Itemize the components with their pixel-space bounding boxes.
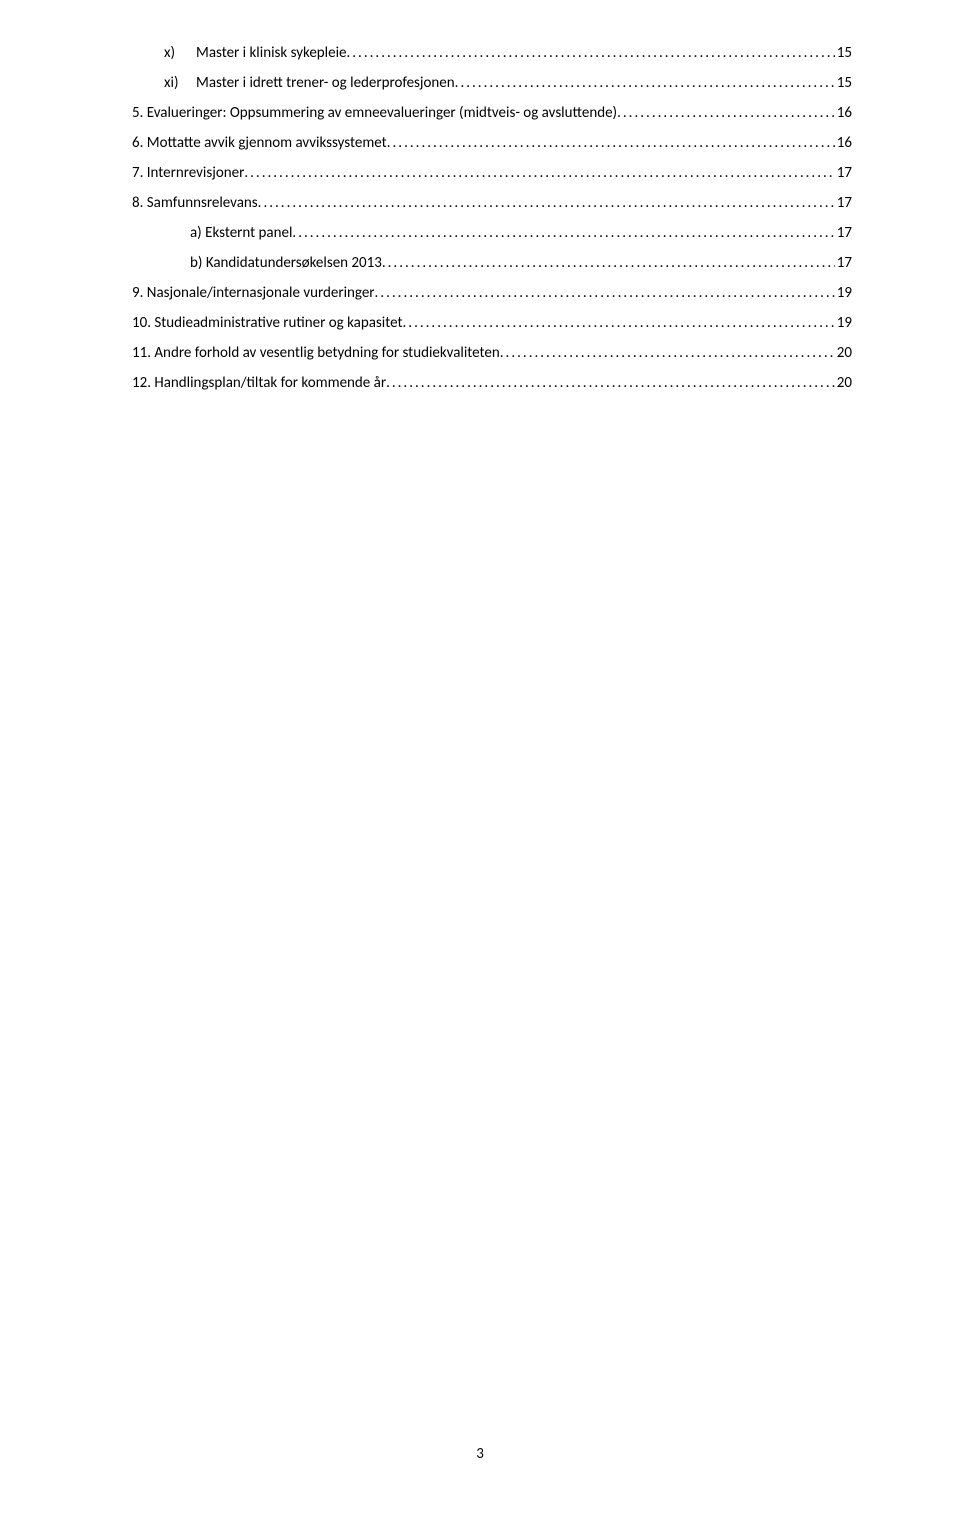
toc-leader-dots	[403, 308, 835, 338]
toc-entry-page: 15	[835, 38, 852, 68]
toc-entry-text: 6. Mottatte avvik gjennom avvikssystemet	[132, 128, 387, 158]
toc-entry: 11. Andre forhold av vesentlig betydning…	[132, 338, 852, 368]
toc-entry: b) Kandidatundersøkelsen 2013 17	[190, 248, 852, 278]
toc-entry-text: 12. Handlingsplan/tiltak for kommende år	[132, 368, 386, 398]
toc-entry: 8. Samfunnsrelevans 17	[132, 188, 852, 218]
toc-entry-text: 10. Studieadministrative rutiner og kapa…	[132, 308, 403, 338]
toc-entry-text: 5. Evalueringer: Oppsummering av emneeva…	[132, 98, 617, 128]
toc-entry-page: 20	[835, 338, 852, 368]
toc-entry-text: Master i klinisk sykepleie	[196, 38, 346, 68]
toc-entry-page: 15	[835, 68, 852, 98]
toc-leader-dots	[375, 278, 835, 308]
toc-entry: 12. Handlingsplan/tiltak for kommende år…	[132, 368, 852, 398]
toc-leader-dots	[382, 248, 835, 278]
toc-entry: xi)Master i idrett trener- og lederprofe…	[164, 68, 852, 98]
toc-entry-page: 16	[835, 98, 852, 128]
toc-leader-dots	[258, 188, 835, 218]
document-page: x)Master i klinisk sykepleie15xi)Master …	[0, 0, 960, 398]
toc-entry-page: 17	[835, 218, 852, 248]
toc-entry-page: 20	[835, 368, 852, 398]
toc-leader-dots	[387, 128, 835, 158]
toc-entry: a) Eksternt panel 17	[190, 218, 852, 248]
toc-entry: 10. Studieadministrative rutiner og kapa…	[132, 308, 852, 338]
toc-leader-dots	[617, 98, 835, 128]
toc-leader-dots	[292, 218, 834, 248]
toc-entry-text: Master i idrett trener- og lederprofesjo…	[196, 68, 455, 98]
toc-entry-label: xi)	[164, 68, 196, 98]
toc-entry-page: 19	[835, 308, 852, 338]
toc-entry-text: 7. Internrevisjoner	[132, 158, 244, 188]
toc-entry-page: 16	[835, 128, 852, 158]
toc-leader-dots	[386, 368, 835, 398]
toc-entry-page: 17	[835, 158, 852, 188]
toc-entry: 9. Nasjonale/internasjonale vurderinger 1…	[132, 278, 852, 308]
table-of-contents: x)Master i klinisk sykepleie15xi)Master …	[132, 38, 852, 398]
toc-entry: 5. Evalueringer: Oppsummering av emneeva…	[132, 98, 852, 128]
toc-entry: x)Master i klinisk sykepleie 15	[164, 38, 852, 68]
toc-entry: 6. Mottatte avvik gjennom avvikssystemet…	[132, 128, 852, 158]
toc-leader-dots	[346, 38, 834, 68]
toc-entry: 7. Internrevisjoner 17	[132, 158, 852, 188]
toc-entry-text: 11. Andre forhold av vesentlig betydning…	[132, 338, 500, 368]
footer-page-number: 3	[0, 1445, 960, 1463]
toc-leader-dots	[500, 338, 835, 368]
toc-entry-label: x)	[164, 38, 196, 68]
toc-leader-dots	[244, 158, 834, 188]
toc-entry-page: 17	[835, 248, 852, 278]
toc-entry-text: 8. Samfunnsrelevans	[132, 188, 258, 218]
toc-entry-text: b) Kandidatundersøkelsen 2013	[190, 248, 382, 278]
toc-entry-page: 17	[835, 188, 852, 218]
toc-entry-page: 19	[835, 278, 852, 308]
toc-entry-text: 9. Nasjonale/internasjonale vurderinger	[132, 278, 375, 308]
toc-leader-dots	[455, 68, 835, 98]
toc-entry-text: a) Eksternt panel	[190, 218, 292, 248]
